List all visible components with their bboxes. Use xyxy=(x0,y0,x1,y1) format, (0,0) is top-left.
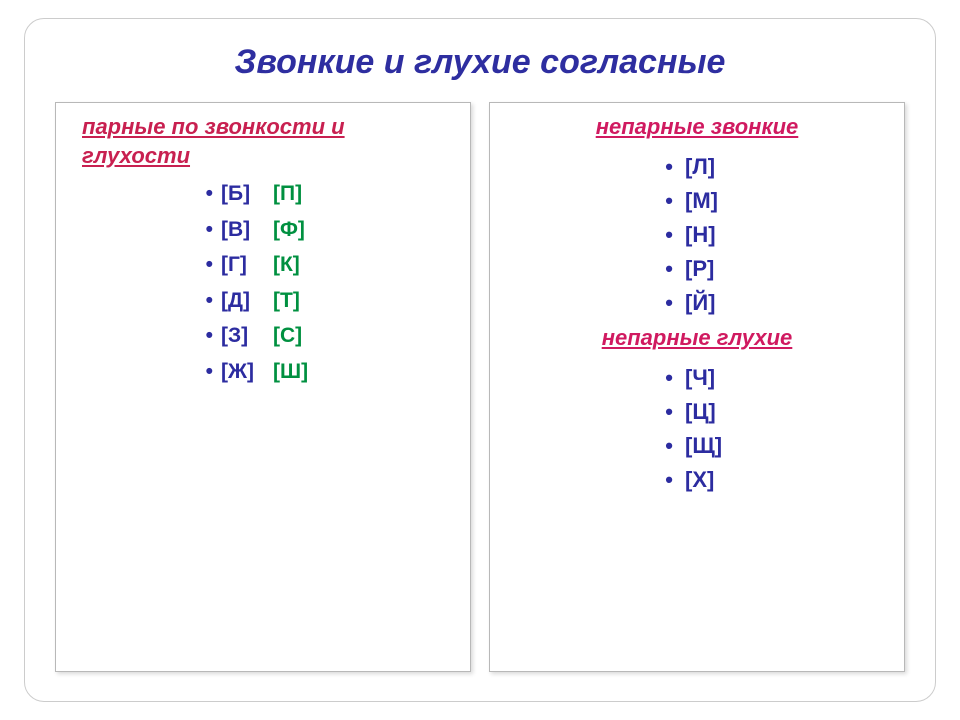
bullet-icon: • xyxy=(661,463,685,497)
bullet-icon: • xyxy=(661,150,685,184)
unpaired-letter: [М] xyxy=(685,184,733,218)
voiceless-letter: [Т] xyxy=(273,285,325,317)
voiced-letter: [Ж] xyxy=(221,356,273,388)
pair-row: •[Г][К] xyxy=(201,249,325,281)
pair-row: •[З][С] xyxy=(201,320,325,352)
slide-frame: Звонкие и глухие согласные парные по зво… xyxy=(24,18,936,702)
unpaired-row: •[Й] xyxy=(661,286,733,320)
bullet-icon: • xyxy=(661,218,685,252)
unpaired-letter: [Н] xyxy=(685,218,733,252)
unpaired-voiced-list: •[Л]•[М]•[Н]•[Р]•[Й] xyxy=(498,150,896,320)
voiced-letter: [Б] xyxy=(221,178,273,210)
pair-row: •[Б][П] xyxy=(201,178,325,210)
bullet-icon: • xyxy=(201,356,221,388)
unpaired-row: •[М] xyxy=(661,184,733,218)
bullet-icon: • xyxy=(661,252,685,286)
bullet-icon: • xyxy=(661,395,685,429)
voiceless-letter: [К] xyxy=(273,249,325,281)
bullet-icon: • xyxy=(201,249,221,281)
voiced-letter: [В] xyxy=(221,214,273,246)
unpaired-letter: [Л] xyxy=(685,150,733,184)
page-title: Звонкие и глухие согласные xyxy=(55,43,905,82)
unpaired-row: •[Х] xyxy=(661,463,733,497)
bullet-icon: • xyxy=(661,184,685,218)
paired-header-bottom: глухости xyxy=(82,143,190,168)
bullet-icon: • xyxy=(201,320,221,352)
pairs-list: •[Б][П]•[В][Ф]•[Г][К]•[Д][Т]•[З][С]•[Ж][… xyxy=(64,178,462,387)
unpaired-voiced-header: непарные звонкие xyxy=(498,113,896,142)
unpaired-row: •[Л] xyxy=(661,150,733,184)
bullet-icon: • xyxy=(661,361,685,395)
unpaired-letter: [Ц] xyxy=(685,395,733,429)
bullet-icon: • xyxy=(201,214,221,246)
voiced-letter: [Д] xyxy=(221,285,273,317)
unpaired-row: •[Н] xyxy=(661,218,733,252)
paired-header-top: парные по звонкости и xyxy=(82,114,345,139)
bullet-icon: • xyxy=(661,286,685,320)
unpaired-row: •[Ч] xyxy=(661,361,733,395)
unpaired-row: •[Щ] xyxy=(661,429,733,463)
unpaired-column: непарные звонкие •[Л]•[М]•[Н]•[Р]•[Й] не… xyxy=(489,102,905,672)
unpaired-letter: [Х] xyxy=(685,463,733,497)
voiced-letter: [З] xyxy=(221,320,273,352)
bullet-icon: • xyxy=(661,429,685,463)
unpaired-letter: [Ч] xyxy=(685,361,733,395)
voiceless-letter: [Ф] xyxy=(273,214,325,246)
voiceless-letter: [П] xyxy=(273,178,325,210)
bullet-icon: • xyxy=(201,285,221,317)
unpaired-row: •[Р] xyxy=(661,252,733,286)
unpaired-voiceless-header: непарные глухие xyxy=(498,324,896,353)
voiceless-letter: [Ш] xyxy=(273,356,325,388)
bullet-icon: • xyxy=(201,178,221,210)
pair-row: •[Ж][Ш] xyxy=(201,356,325,388)
unpaired-letter: [Щ] xyxy=(685,429,733,463)
voiceless-letter: [С] xyxy=(273,320,325,352)
columns-container: парные по звонкости и глухости •[Б][П]•[… xyxy=(55,102,905,672)
pair-row: •[В][Ф] xyxy=(201,214,325,246)
unpaired-letter: [Й] xyxy=(685,286,733,320)
paired-column: парные по звонкости и глухости •[Б][П]•[… xyxy=(55,102,471,672)
paired-header: парные по звонкости и глухости xyxy=(64,113,462,170)
unpaired-voiceless-list: •[Ч]•[Ц]•[Щ]•[Х] xyxy=(498,361,896,497)
voiced-letter: [Г] xyxy=(221,249,273,281)
unpaired-row: •[Ц] xyxy=(661,395,733,429)
pair-row: •[Д][Т] xyxy=(201,285,325,317)
unpaired-letter: [Р] xyxy=(685,252,733,286)
